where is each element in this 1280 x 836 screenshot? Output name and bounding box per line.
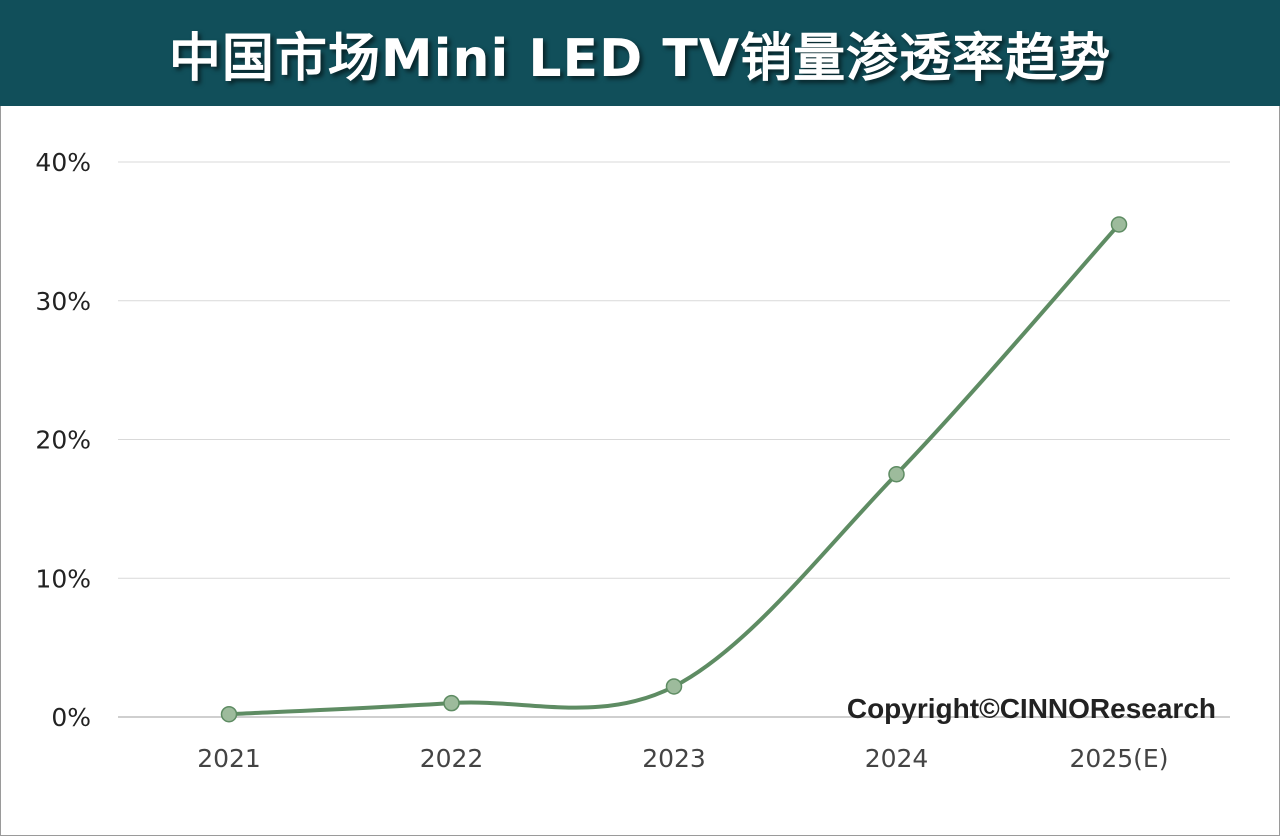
- y-tick-label: 30%: [35, 287, 91, 316]
- chart-title: 中国市场Mini LED TV销量渗透率趋势: [168, 28, 1112, 89]
- copyright-label: Copyright©CINNOResearch: [847, 693, 1216, 724]
- x-tick-label: 2025(E): [1070, 744, 1169, 773]
- data-point-marker: [665, 678, 683, 695]
- gridlines: [118, 161, 1230, 718]
- y-tick-label: 0%: [51, 703, 91, 732]
- data-point-marker: [888, 465, 905, 483]
- x-tick-label: 2024: [865, 744, 929, 773]
- data-point-marker: [220, 705, 238, 723]
- x-tick-label: 2021: [197, 744, 261, 773]
- y-axis-ticks: 0% 10% 20% 30% 40%: [35, 148, 91, 732]
- y-tick-label: 10%: [35, 564, 91, 593]
- data-point-marker: [443, 694, 460, 712]
- y-tick-label: 40%: [35, 148, 91, 177]
- data-point-marker: [1110, 216, 1128, 233]
- x-tick-label: 2022: [420, 744, 484, 773]
- x-axis-ticks: 2021 2022 2023 2024 2025(E): [197, 744, 1168, 773]
- series-markers: [220, 216, 1128, 723]
- series-line: [228, 223, 1121, 717]
- title-bar: 中国市场Mini LED TV销量渗透率趋势: [0, 0, 1280, 106]
- x-tick-label: 2023: [642, 744, 706, 773]
- y-tick-label: 20%: [35, 426, 91, 455]
